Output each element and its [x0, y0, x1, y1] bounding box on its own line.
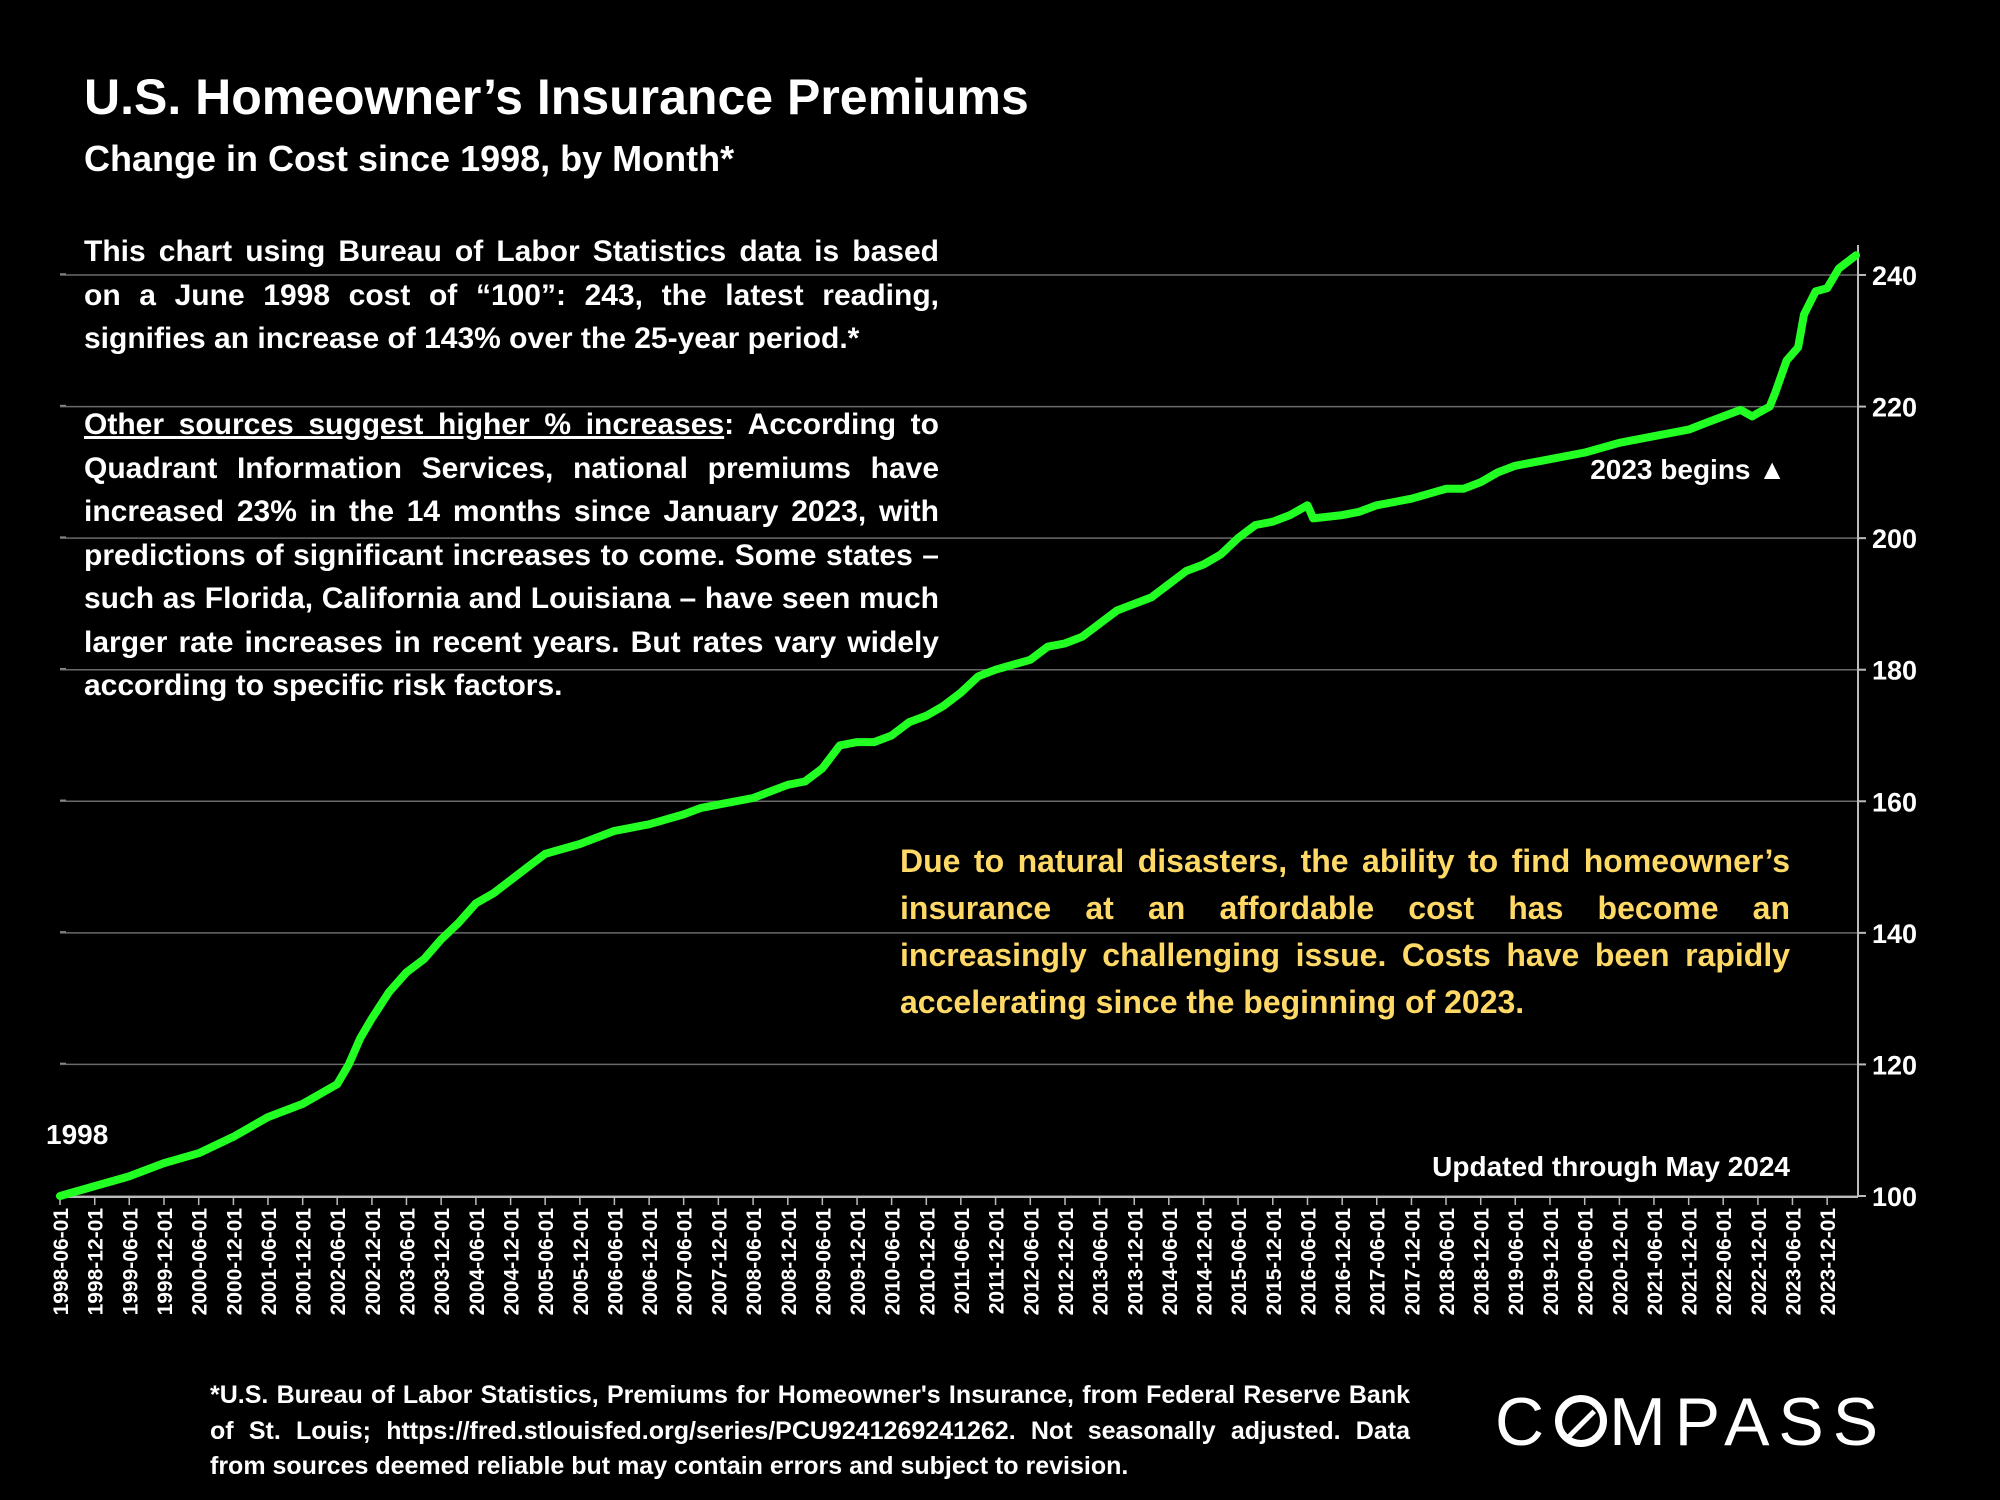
x-tick-label: 2002-12-01: [362, 1208, 385, 1316]
y-tick-label: 240: [1872, 261, 1917, 291]
x-tick-label: 2015-12-01: [1263, 1208, 1286, 1316]
x-tick-label: 2008-06-01: [743, 1208, 766, 1316]
x-tick-label: 2008-12-01: [778, 1208, 801, 1316]
x-tick-label: 2007-12-01: [708, 1208, 731, 1316]
x-tick-label: 2015-06-01: [1228, 1208, 1251, 1316]
x-tick-label: 2012-06-01: [1020, 1208, 1043, 1316]
x-tick-label: 2023-06-01: [1782, 1208, 1805, 1316]
x-tick-label: 2018-12-01: [1471, 1208, 1494, 1316]
start-year-label: 1998: [46, 1119, 108, 1150]
x-tick-label: 2005-12-01: [570, 1208, 593, 1316]
x-tick-label: 2014-06-01: [1159, 1208, 1182, 1316]
intro-note: This chart using Bureau of Labor Statist…: [84, 235, 939, 355]
callout-text: Due to natural disasters, the ability to…: [900, 843, 1790, 1020]
x-tick-label: 2014-12-01: [1194, 1208, 1217, 1316]
x-tick-label: 2021-12-01: [1679, 1208, 1702, 1316]
updated-label: Updated through May 2024: [1432, 1151, 1790, 1182]
x-tick-label: 2000-06-01: [189, 1208, 212, 1316]
x-tick-label: 2017-06-01: [1367, 1208, 1390, 1316]
series-line: [56, 251, 1860, 1200]
y-tick-label: 180: [1872, 656, 1917, 686]
year-2023-marker-label: 2023 begins ▲: [1590, 454, 1786, 485]
x-tick-label: 2006-06-01: [604, 1208, 627, 1316]
x-tick-label: 2000-12-01: [223, 1208, 246, 1316]
x-tick-label: 1999-12-01: [154, 1208, 177, 1316]
x-tick-label: 1999-06-01: [119, 1208, 142, 1316]
y-tick-label: 100: [1872, 1182, 1917, 1212]
x-tick-label: 2012-12-01: [1055, 1208, 1078, 1316]
x-tick-label: 2022-06-01: [1713, 1208, 1736, 1316]
chart-subtitle: Change in Cost since 1998, by Month*: [84, 138, 735, 179]
x-tick-label: 2022-12-01: [1748, 1208, 1771, 1316]
x-tick-label: 2003-06-01: [396, 1208, 419, 1316]
x-tick-label: 2020-06-01: [1575, 1208, 1598, 1316]
x-tick-label: 2016-12-01: [1332, 1208, 1355, 1316]
x-tick-label: 2004-06-01: [466, 1208, 489, 1316]
x-tick-label: 2020-12-01: [1609, 1208, 1632, 1316]
x-tick-label: 1998-12-01: [85, 1208, 108, 1316]
x-tick-label: 2018-06-01: [1436, 1208, 1459, 1316]
x-tick-label: 2003-12-01: [431, 1208, 454, 1316]
y-tick-label: 140: [1872, 919, 1917, 949]
y-tick-label: 200: [1872, 524, 1917, 554]
x-tick-label: 2019-12-01: [1540, 1208, 1563, 1316]
sources-note-body: : According to Quadrant Information Serv…: [84, 408, 939, 702]
sources-note-heading: Other sources suggest higher % increases: [84, 408, 725, 441]
y-tick-label: 160: [1872, 787, 1917, 817]
x-tick-label: 2007-06-01: [674, 1208, 697, 1316]
y-tick-label: 120: [1872, 1050, 1917, 1080]
x-tick-label: 2011-12-01: [986, 1208, 1009, 1315]
x-tick-label: 2004-12-01: [501, 1208, 524, 1316]
x-tick-label: 1998-06-01: [50, 1208, 73, 1316]
x-tick-label: 2021-06-01: [1644, 1208, 1667, 1316]
y-tick-label: 220: [1872, 393, 1917, 423]
x-tick-label: 2010-06-01: [882, 1208, 905, 1316]
x-tick-label: 2001-06-01: [258, 1208, 281, 1316]
x-tick-label: 2017-12-01: [1401, 1208, 1424, 1316]
x-tick-label: 2002-06-01: [327, 1208, 350, 1316]
x-tick-label: 2010-12-01: [916, 1208, 939, 1316]
x-tick-label: 2005-06-01: [535, 1208, 558, 1316]
x-tick-label: 2009-12-01: [847, 1208, 870, 1316]
chart-title: U.S. Homeowner’s Insurance Premiums: [84, 69, 1029, 125]
footnote: *U.S. Bureau of Labor Statistics, Premiu…: [210, 1381, 1410, 1480]
x-tick-label: 2013-06-01: [1090, 1208, 1113, 1316]
compass-logo: C MPASS: [1495, 1384, 1888, 1460]
sources-note: Other sources suggest higher % increases…: [84, 403, 939, 708]
x-tick-label: 2016-06-01: [1297, 1208, 1320, 1316]
x-tick-label: 2011-06-01: [951, 1208, 974, 1315]
x-tick-label: 2009-06-01: [812, 1208, 835, 1316]
compass-o-icon: [1555, 1395, 1608, 1447]
x-tick-label: 2001-12-01: [293, 1208, 316, 1316]
x-tick-label: 2019-06-01: [1505, 1208, 1528, 1316]
x-tick-label: 2006-12-01: [639, 1208, 662, 1316]
x-tick-label: 2013-12-01: [1124, 1208, 1147, 1316]
x-tick-label: 2023-12-01: [1817, 1208, 1840, 1316]
